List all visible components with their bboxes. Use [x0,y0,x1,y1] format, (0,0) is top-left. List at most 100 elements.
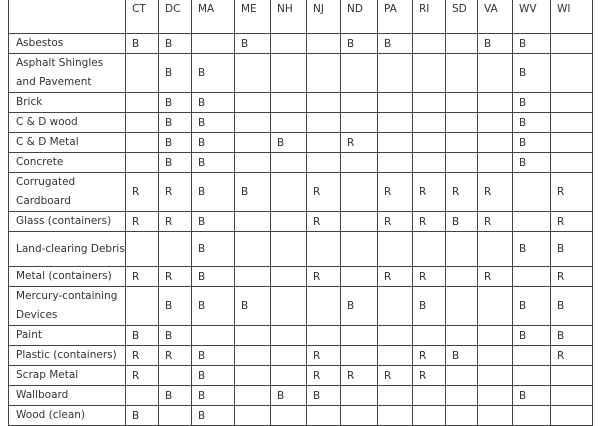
table-cell [550,112,593,133]
table-cell [377,112,413,133]
table-cell: B [340,33,378,54]
table-cell: B [270,385,307,406]
table-row: Asbestos B B B B B B B [8,33,593,54]
table-cell [477,152,513,173]
table-cell [445,266,478,287]
table-cell [125,92,159,113]
table-cell [125,112,159,133]
row-label: Glass (containers) [8,211,126,232]
table-cell: B [191,211,235,232]
table-cell [234,325,271,346]
table-cell [340,325,378,346]
table-cell: B [191,286,235,326]
table-cell: B [412,286,446,326]
table-cell [270,231,307,267]
table-cell [340,152,378,173]
table-cell [512,266,551,287]
table-cell [191,325,235,346]
table-cell: B [125,325,159,346]
table-cell [550,132,593,153]
table-cell: R [125,365,159,386]
table-cell: B [270,132,307,153]
table-row: Corrugated Cardboard R R B B R R R R R R [8,172,593,212]
table-cell [234,53,271,93]
table-cell [340,266,378,287]
table-cell [477,231,513,267]
table-cell [234,266,271,287]
row-label: Scrap Metal [8,365,126,386]
table-cell [125,152,159,173]
table-cell [340,211,378,232]
table-cell: R [412,365,446,386]
table-cell [270,286,307,326]
table-cell [477,345,513,366]
table-row: Wallboard B B B B B [8,385,593,406]
table-cell: B [477,33,513,54]
table-cell: B [191,385,235,406]
row-label: Mercury-containing Devices [8,286,126,326]
table-cell [270,325,307,346]
table-cell [412,325,446,346]
table-cell [377,53,413,93]
table-cell [412,33,446,54]
table-cell: R [550,345,593,366]
table-row: Brick B B B [8,92,593,113]
table-cell: B [191,152,235,173]
table-cell: B [191,53,235,93]
table-cell: R [445,172,478,212]
table-cell: R [412,266,446,287]
column-header: SD [445,0,478,34]
table-cell [512,365,551,386]
table-cell [270,365,307,386]
table-cell [550,33,593,54]
table-cell [340,345,378,366]
table-cell [477,132,513,153]
row-label: Plastic (containers) [8,345,126,366]
table-cell [477,385,513,406]
table-cell: B [191,112,235,133]
column-header: NH [270,0,307,34]
table-cell [270,172,307,212]
table-cell: B [191,132,235,153]
table-cell [512,405,551,426]
row-label: Metal (containers) [8,266,126,287]
row-label: C & D Metal [8,132,126,153]
table-cell [270,405,307,426]
table-cell: B [158,33,192,54]
table-cell [306,286,341,326]
table-cell [340,112,378,133]
table-cell: B [306,385,341,406]
table-row: Mercury-containing Devices B B B B B B B [8,286,593,326]
table-cell: B [234,33,271,54]
table-cell: B [512,132,551,153]
table-cell: B [512,286,551,326]
table-cell: R [158,345,192,366]
row-label: Wood (clean) [8,405,126,426]
table-cell [158,231,192,267]
column-header: NJ [306,0,341,34]
table-cell [412,112,446,133]
table-cell [191,33,235,54]
table-cell: R [412,345,446,366]
table-cell [377,92,413,113]
table-cell [125,132,159,153]
table-cell [477,112,513,133]
table-cell: B [191,172,235,212]
table-cell: B [445,211,478,232]
table-cell [445,231,478,267]
table-cell [270,345,307,366]
table-cell [477,325,513,346]
table-cell [270,92,307,113]
table-cell: B [512,231,551,267]
table-cell [445,33,478,54]
table-cell [512,211,551,232]
table-cell [377,325,413,346]
table-cell [234,152,271,173]
table-row: Wood (clean) B B [8,405,593,426]
table-cell [550,152,593,173]
column-header: CT [125,0,159,34]
table-cell: R [306,266,341,287]
table-cell [445,385,478,406]
table-cell: B [234,172,271,212]
table-cell: R [550,172,593,212]
